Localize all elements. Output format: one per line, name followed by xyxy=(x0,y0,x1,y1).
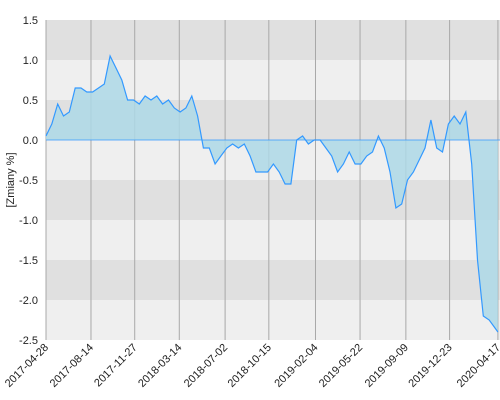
y-tick-label: -0.5 xyxy=(19,175,38,187)
y-tick-label: -1.5 xyxy=(19,255,38,267)
background-band xyxy=(46,220,500,260)
background-band xyxy=(46,20,500,60)
y-tick-label: -2.5 xyxy=(19,335,38,347)
y-tick-label: 1.5 xyxy=(23,15,38,27)
x-tick-label: 2017-11-27 xyxy=(92,342,140,390)
x-tick-label: 2018-07-02 xyxy=(182,342,230,390)
y-tick-label: -2.0 xyxy=(19,295,38,307)
x-tick-label: 2017-04-28 xyxy=(3,342,51,390)
background-band xyxy=(46,260,500,300)
x-tick-label: 2018-03-14 xyxy=(136,342,184,390)
x-tick-label: 2019-09-09 xyxy=(363,342,411,390)
area-fill xyxy=(46,56,498,332)
x-tick-label: 2019-12-23 xyxy=(406,342,454,390)
x-tick-label: 2020-04-17 xyxy=(455,342,500,390)
x-tick-label: 2017-08-14 xyxy=(48,342,96,390)
line xyxy=(45,54,499,333)
x-tick-label: 2019-05-22 xyxy=(317,342,365,390)
x-tick-label: 2019-02-04 xyxy=(272,342,320,390)
y-axis-label: [Zmiany %] xyxy=(5,152,17,207)
background-band xyxy=(46,180,500,220)
y-tick-label: 0.0 xyxy=(23,135,38,147)
y-tick-label: -1.0 xyxy=(19,215,38,227)
x-tick-label: 2018-10-15 xyxy=(226,342,274,390)
background-band xyxy=(46,300,500,340)
y-tick-label: 0.5 xyxy=(23,95,38,107)
y-tick-label: 1.0 xyxy=(23,55,38,67)
